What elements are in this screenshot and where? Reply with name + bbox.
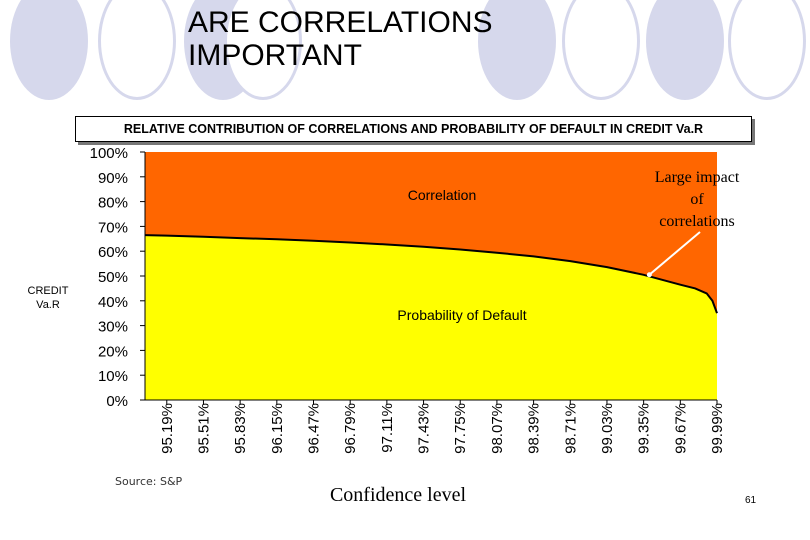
x-tick-label: 98.39% — [526, 403, 543, 454]
y-tick-label: 20% — [98, 343, 128, 360]
x-tick-label: 99.99% — [709, 403, 726, 454]
x-tick-label: 97.11% — [379, 403, 396, 453]
x-axis-title: Confidence level — [329, 484, 467, 506]
slide-number: 61 — [745, 495, 757, 506]
decor-circle — [562, 0, 640, 100]
correlation-label: Correlation — [408, 187, 476, 203]
slide-title: ARE CORRELATIONS IMPORTANT — [188, 6, 608, 72]
x-tick-label: 97.75% — [452, 403, 469, 454]
annotation-pointer — [648, 231, 701, 276]
annotation-point — [646, 272, 652, 278]
decor-circle — [224, 0, 302, 100]
source-note: Source: S&P — [115, 475, 183, 488]
x-tick-label: 99.03% — [599, 403, 616, 454]
slide-title-line2: IMPORTANT — [188, 39, 362, 72]
y-tick-label: 50% — [98, 269, 128, 286]
y-axis-label: Va.R — [36, 299, 60, 311]
x-tick-label: 98.07% — [489, 403, 506, 454]
y-tick-label: 0% — [106, 393, 128, 410]
probability-area — [145, 235, 717, 400]
x-tick-label: 95.51% — [195, 403, 212, 454]
x-tick-label: 99.35% — [636, 403, 653, 454]
y-tick-label: 80% — [98, 195, 128, 212]
y-tick-label: 30% — [98, 319, 128, 336]
annotation-text: of — [690, 191, 704, 208]
x-tick-label: 96.47% — [306, 403, 323, 454]
x-tick-label: 99.67% — [672, 403, 689, 454]
x-tick-label: 97.43% — [416, 403, 433, 454]
slide-title-line1: ARE CORRELATIONS — [188, 6, 493, 39]
decor-circle — [10, 0, 88, 100]
x-tick-label: 96.15% — [269, 403, 286, 454]
decor-circle — [728, 0, 806, 100]
probability-label: Probability of Default — [397, 307, 526, 323]
y-tick-label: 10% — [98, 368, 128, 385]
annotation-text: correlations — [659, 213, 735, 230]
y-tick-label: 90% — [98, 170, 128, 187]
decor-circle — [98, 0, 176, 100]
y-tick-label: 70% — [98, 219, 128, 236]
x-tick-label: 95.19% — [159, 403, 176, 454]
boundary-curve — [144, 234, 718, 314]
y-tick-label: 60% — [98, 244, 128, 261]
chart-title: RELATIVE CONTRIBUTION OF CORRELATIONS AN… — [75, 116, 752, 142]
x-tick-label: 96.79% — [342, 403, 359, 454]
decor-circle — [478, 0, 556, 100]
decor-circle — [646, 0, 724, 100]
annotation-text: Large impact — [655, 169, 740, 186]
y-tick-label: 40% — [98, 294, 128, 311]
y-axis-label: CREDIT — [28, 285, 69, 297]
y-tick-label: 100% — [90, 145, 128, 162]
x-tick-label: 98.71% — [562, 403, 579, 454]
x-tick-label: 95.83% — [232, 403, 249, 454]
